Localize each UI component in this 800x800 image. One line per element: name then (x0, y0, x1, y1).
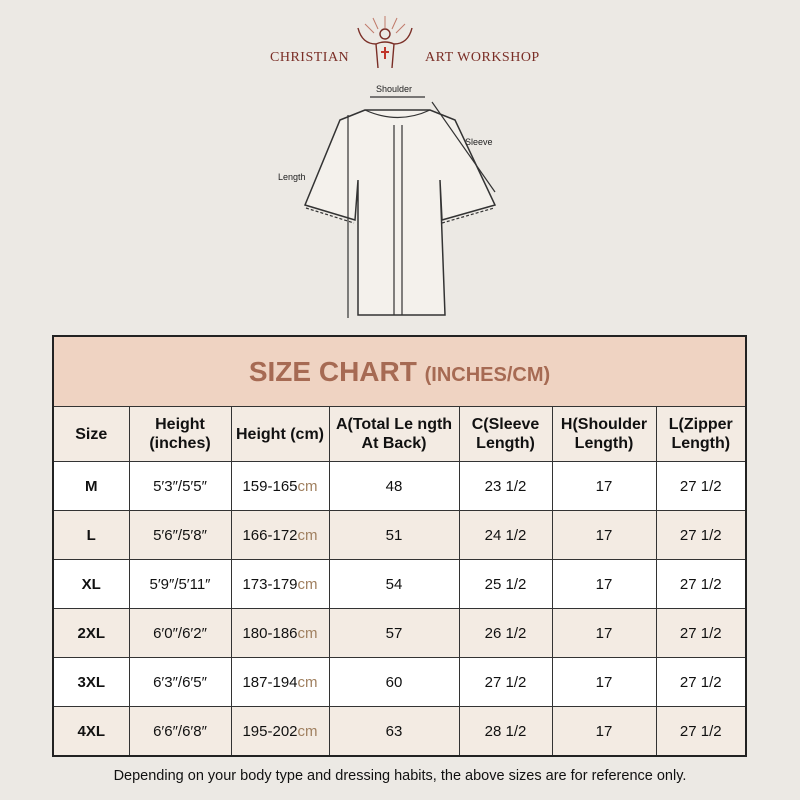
table-row: L 5′6″/5′8″ 166-172cm 51 24 1/2 17 27 1/… (52, 510, 747, 560)
sleeve-length-cell: 27 1/2 (458, 657, 553, 707)
height-cm-cell: 187-194cm (230, 657, 330, 707)
brand-logo: CHRISTIAN ART WORKSHOP (0, 14, 800, 74)
height-in-cell: 5′9″/5′11″ (128, 559, 232, 609)
total-length-cell: 54 (328, 559, 460, 609)
sleeve-length-cell: 23 1/2 (458, 461, 553, 511)
size-cell: XL (52, 559, 130, 609)
shoulder-length-cell: 17 (551, 559, 657, 609)
shoulder-label: Shoulder (376, 84, 412, 94)
total-length-cell: 57 (328, 608, 460, 658)
size-cell: 2XL (52, 608, 130, 658)
sleeve-length-cell: 28 1/2 (458, 706, 553, 757)
height-cm-cell: 159-165cm (230, 461, 330, 511)
size-cell: 3XL (52, 657, 130, 707)
sleeve-label: Sleeve (465, 137, 493, 147)
shoulder-length-cell: 17 (551, 461, 657, 511)
height-cm-cell: 180-186cm (230, 608, 330, 658)
brand-right: ART WORKSHOP (425, 50, 540, 65)
zipper-length-cell: 27 1/2 (655, 608, 747, 658)
chart-title: SIZE CHART (INCHES/CM) (52, 335, 747, 407)
size-cell: M (52, 461, 130, 511)
shoulder-length-cell: 17 (551, 706, 657, 757)
table-row: XL 5′9″/5′11″ 173-179cm 54 25 1/2 17 27 … (52, 559, 747, 609)
size-cell: L (52, 510, 130, 560)
height-cm-cell: 166-172cm (230, 510, 330, 560)
height-cm-cell: 195-202cm (230, 706, 330, 757)
shoulder-length-cell: 17 (551, 608, 657, 658)
height-cm-cell: 173-179cm (230, 559, 330, 609)
height-in-cell: 5′6″/5′8″ (128, 510, 232, 560)
shoulder-length-cell: 17 (551, 510, 657, 560)
total-length-cell: 60 (328, 657, 460, 707)
disclaimer-note: Depending on your body type and dressing… (113, 768, 687, 784)
sleeve-length-cell: 24 1/2 (458, 510, 553, 560)
total-length-cell: 51 (328, 510, 460, 560)
column-header: Height (cm) (230, 406, 330, 462)
zipper-length-cell: 27 1/2 (655, 559, 747, 609)
height-in-cell: 6′0″/6′2″ (128, 608, 232, 658)
column-header: C(Sleeve Length) (458, 406, 553, 462)
zipper-length-cell: 27 1/2 (655, 706, 747, 757)
zipper-length-cell: 27 1/2 (655, 657, 747, 707)
column-header: A(Total Le ngth At Back) (328, 406, 460, 462)
height-in-cell: 6′6″/6′8″ (128, 706, 232, 757)
sleeve-length-cell: 25 1/2 (458, 559, 553, 609)
table-row: 4XL 6′6″/6′8″ 195-202cm 63 28 1/2 17 27 … (52, 706, 747, 757)
height-in-cell: 6′3″/6′5″ (128, 657, 232, 707)
height-in-cell: 5′3″/5′5″ (128, 461, 232, 511)
shoulder-length-cell: 17 (551, 657, 657, 707)
robe-diagram: Shoulder Sleeve Length (278, 84, 497, 318)
sleeve-length-cell: 26 1/2 (458, 608, 553, 658)
chart-unit: (INCHES/CM) (424, 363, 551, 386)
length-label: Length (278, 172, 306, 182)
column-header: H(Shoulder Length) (551, 406, 657, 462)
column-header: Height (inches) (128, 406, 232, 462)
table-row: M 5′3″/5′5″ 159-165cm 48 23 1/2 17 27 1/… (52, 461, 747, 511)
total-length-cell: 63 (328, 706, 460, 757)
christ-figure-icon (357, 16, 413, 69)
column-header: Size (52, 406, 130, 462)
table-row: 3XL 6′3″/6′5″ 187-194cm 60 27 1/2 17 27 … (52, 657, 747, 707)
brand-left: CHRISTIAN (270, 50, 350, 65)
table-row: 2XL 6′0″/6′2″ 180-186cm 57 26 1/2 17 27 … (52, 608, 747, 658)
zipper-length-cell: 27 1/2 (655, 461, 747, 511)
column-header: L(Zipper Length) (655, 406, 747, 462)
size-chart-table: SIZE CHART (INCHES/CM) Size Height (inche… (52, 335, 748, 757)
zipper-length-cell: 27 1/2 (655, 510, 747, 560)
total-length-cell: 48 (328, 461, 460, 511)
size-cell: 4XL (52, 706, 130, 757)
